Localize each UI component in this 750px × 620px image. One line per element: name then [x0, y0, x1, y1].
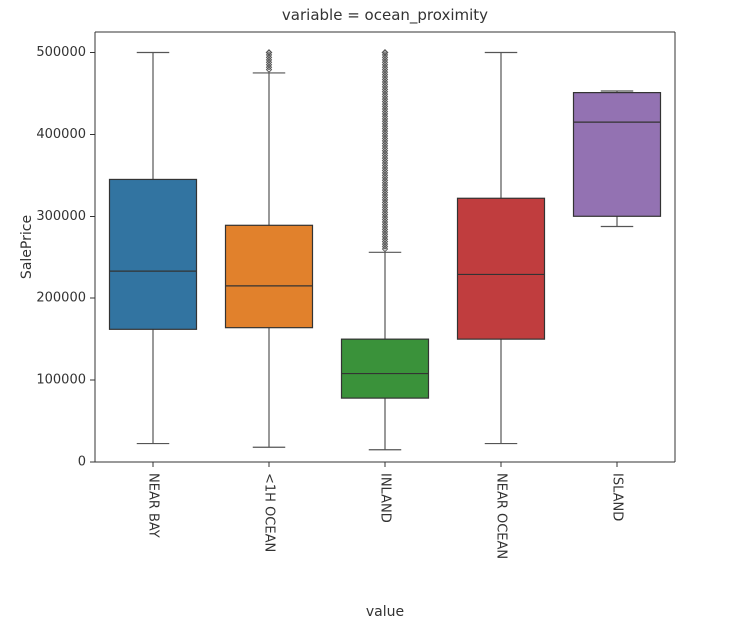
x-axis-label: value	[366, 604, 404, 620]
box	[458, 198, 545, 339]
y-tick-label: 200000	[36, 291, 86, 306]
x-tick-label: ISLAND	[610, 473, 625, 521]
y-axis-label: SalePrice	[19, 215, 35, 279]
box	[574, 93, 661, 217]
chart-svg: 0 100000 200000 300000 400000 500000 SalePrice…	[0, 0, 750, 620]
y-tick-label: 300000	[36, 209, 86, 224]
x-tick-label: INLAND	[378, 473, 393, 523]
boxplot-chart: 0 100000 200000 300000 400000 500000 SalePrice…	[0, 0, 750, 620]
y-tick-label: 0	[78, 455, 86, 470]
chart-title: variable = ocean_proximity	[282, 6, 488, 25]
x-tick-label: NEAR OCEAN	[494, 473, 509, 559]
x-tick-label: <1H OCEAN	[262, 473, 277, 552]
y-tick-label: 100000	[36, 373, 86, 388]
y-tick-label: 500000	[36, 45, 86, 60]
box	[226, 225, 313, 327]
y-tick-label: 400000	[36, 127, 86, 142]
x-tick-label: NEAR BAY	[146, 473, 161, 538]
box	[110, 179, 197, 329]
box	[342, 339, 429, 398]
